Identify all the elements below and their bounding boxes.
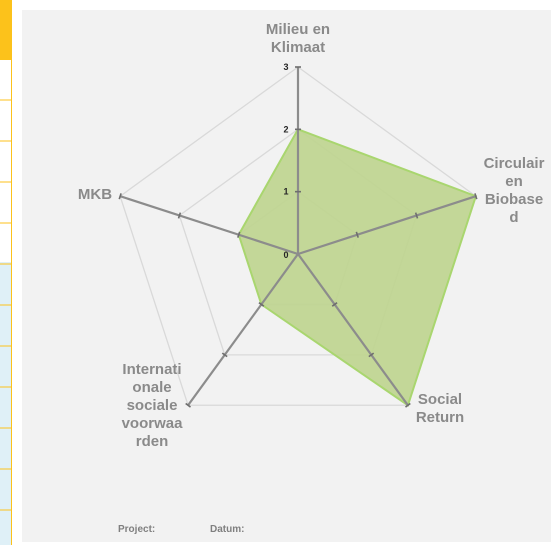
spreadsheet-rows	[0, 0, 12, 545]
axis-tick	[237, 231, 241, 238]
axis-spoke	[187, 253, 299, 406]
tick-label: 2	[283, 124, 288, 134]
datum-label: Datum:	[210, 524, 245, 535]
radar-chart: 0 1 2 3 Milieu en Klimaat Circulair en Biobase d S…	[78, 21, 545, 450]
axis-tick	[474, 193, 478, 200]
tick-label: 3	[283, 62, 288, 72]
axis-label: Social Return	[416, 391, 464, 426]
grid-ring	[119, 66, 477, 406]
axis-label: Internati onale sociale voorwaa rden	[122, 361, 184, 450]
axis-tick	[355, 231, 359, 238]
spreadsheet-row-column	[0, 0, 12, 545]
axis-tick	[221, 352, 228, 358]
axis-spoke	[297, 195, 477, 256]
axis-tick	[368, 352, 375, 358]
sheet-header-cell	[0, 0, 12, 60]
axis-spoke	[119, 195, 299, 256]
axis-tick	[258, 302, 265, 307]
sheet-highlight-cells	[0, 262, 12, 545]
axis-tick	[405, 402, 411, 408]
axis-tick	[177, 212, 182, 219]
axis-spoke	[297, 253, 409, 406]
axis-label: Circulair en Biobase d	[484, 155, 545, 226]
project-label: Project:	[118, 524, 156, 535]
axis-tick	[185, 402, 191, 408]
axis-tick	[331, 302, 338, 307]
axis-tick	[414, 212, 419, 219]
axis-tick	[118, 193, 122, 200]
tick-label: 0	[283, 250, 288, 260]
radar-chart-area: 0 1 2 3 Milieu en Klimaat Circulair en Biobase d S…	[22, 10, 551, 542]
tick-label: 1	[283, 187, 288, 197]
axis-label: Milieu en Klimaat	[266, 21, 330, 56]
axis-label: MKB	[78, 186, 112, 203]
